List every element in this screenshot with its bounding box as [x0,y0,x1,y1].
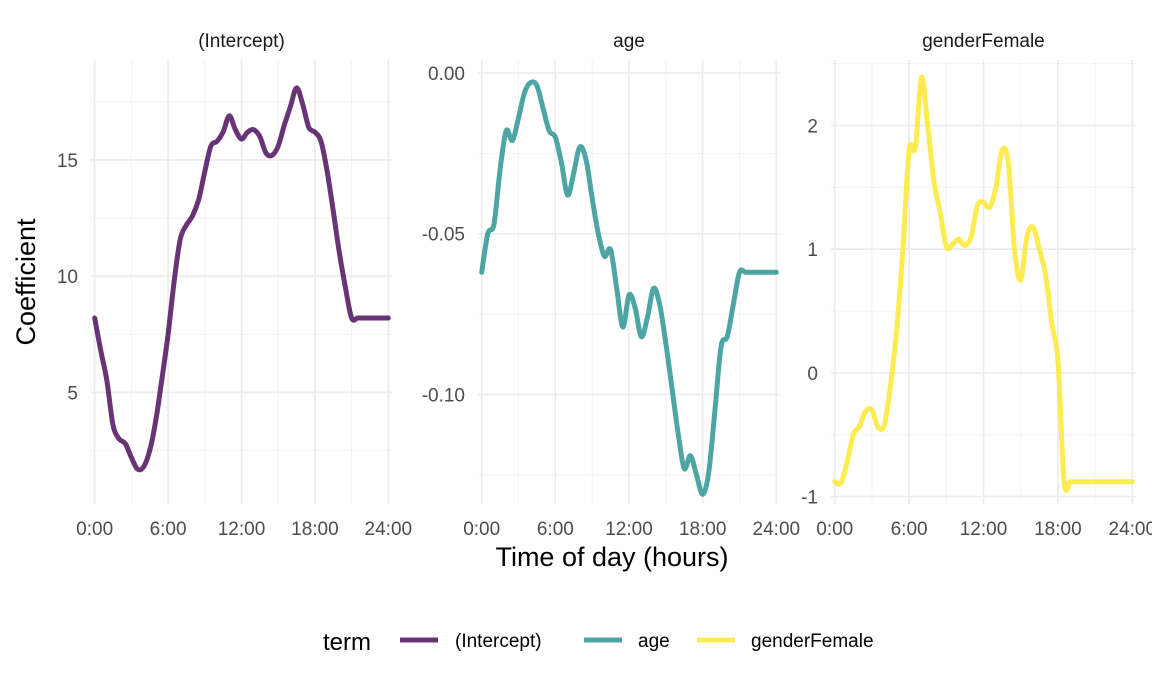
x-tick-label: 6:00 [537,519,574,540]
x-axis-title: Time of day (hours) [495,542,728,572]
legend-label-0: (Intercept) [455,631,542,652]
x-tick-label: 18:00 [1034,519,1082,540]
x-tick-label: 24:00 [753,519,801,540]
x-tick-label: 6:00 [150,519,187,540]
x-tick-label: 24:00 [1109,519,1152,540]
panel-strip-label: genderFemale [922,31,1045,52]
x-tick-label: 6:00 [891,519,928,540]
y-tick-label: 0.00 [428,64,465,85]
x-tick-label: 18:00 [679,519,727,540]
legend-label-2: genderFemale [751,631,874,652]
series-line-1 [479,79,779,497]
x-tick-label: 0:00 [463,519,500,540]
panel-strip-label: (Intercept) [198,31,285,52]
x-tick-label: 12:00 [218,519,266,540]
legend: term (Intercept) age genderFemale [323,629,874,656]
legend-title: term [323,629,371,656]
y-tick-label: 5 [67,383,78,404]
panel-1: age -0.10 -0.05 0.00 0:00 6:00 12:00 18:00 24:00 [422,31,800,540]
y-tick-label: 1 [807,240,818,261]
y-axis-title: Coefficient [11,218,41,346]
panel-0: (Intercept) 5 10 15 0:00 6:00 12:00 18:00 24:00 [57,31,412,540]
y-tick-label: 2 [807,117,818,138]
legend-label-1: age [638,631,670,652]
y-tick-label: 0 [807,364,818,385]
y-tick-label: -1 [801,488,818,509]
panel-2: genderFemale -1 0 1 2 0:00 6:00 12:00 18:00 24:00 [801,31,1152,540]
panel-strip-label: age [613,31,645,52]
x-tick-label: 12:00 [960,519,1008,540]
x-tick-label: 0:00 [76,519,113,540]
y-tick-label: 10 [57,267,78,288]
x-tick-label: 18:00 [291,519,339,540]
series-line-2 [832,74,1135,494]
y-tick-label: 15 [57,151,78,172]
legend-items: (Intercept) age genderFemale [400,631,874,652]
x-tick-label: 24:00 [365,519,413,540]
x-tick-label: 12:00 [605,519,653,540]
y-tick-label: -0.10 [422,386,465,407]
x-tick-label: 0:00 [816,519,853,540]
y-tick-label: -0.05 [422,225,465,246]
series-line-0 [92,85,391,473]
